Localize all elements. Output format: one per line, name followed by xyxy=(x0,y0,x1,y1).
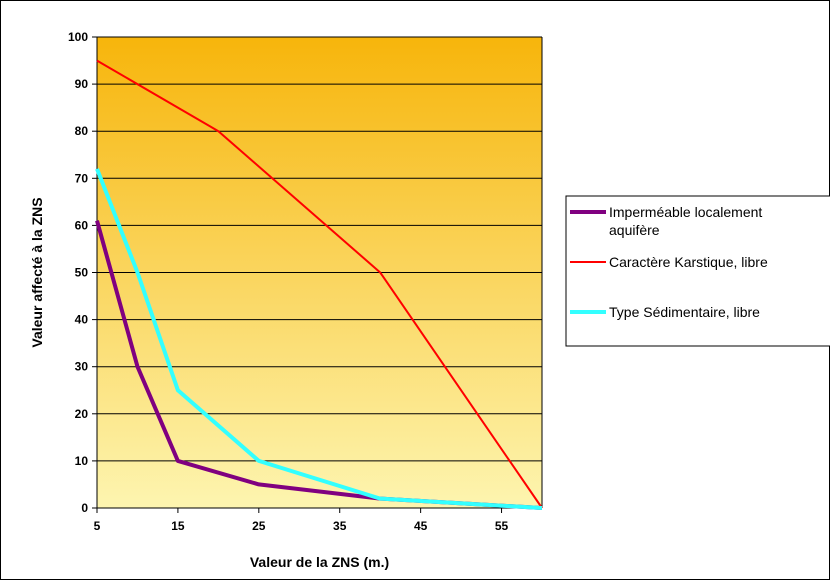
legend-label: aquifère xyxy=(609,222,660,238)
legend-label: Type Sédimentaire, libre xyxy=(609,304,760,320)
legend-label: Caractère Karstique, libre xyxy=(609,254,768,270)
y-tick-label: 60 xyxy=(75,218,89,232)
series-line xyxy=(95,168,543,510)
legend: Imperméable localement aquifère Caractère … xyxy=(565,195,830,347)
y-tick-label: 80 xyxy=(75,124,89,138)
x-tick-label: 45 xyxy=(414,519,428,533)
series-line xyxy=(96,59,543,509)
x-tick-label: 35 xyxy=(333,519,347,533)
y-tick-label: 70 xyxy=(75,171,89,185)
legend-box xyxy=(565,195,830,347)
y-tick-label: 20 xyxy=(75,407,89,421)
y-tick-label: 30 xyxy=(75,360,89,374)
y-tick-label: 0 xyxy=(81,501,88,515)
y-tick-label: 40 xyxy=(75,313,89,327)
y-tick-label: 100 xyxy=(68,30,88,44)
legend-label: Imperméable localement xyxy=(609,204,762,220)
y-tick-label: 10 xyxy=(75,454,89,468)
grid-lines xyxy=(97,36,542,462)
x-axis-title: Valeur de la ZNS (m.) xyxy=(250,554,389,570)
series-layer xyxy=(95,59,543,510)
tick-labels: 0 10 20 30 40 50 60 70 80 90 100 5 15 25 35 45 55 xyxy=(68,30,509,533)
y-tick-label: 90 xyxy=(75,77,89,91)
axes xyxy=(92,36,543,513)
x-tick-label: 25 xyxy=(252,519,266,533)
x-tick-label: 55 xyxy=(495,519,509,533)
y-axis-title: Valeur affecté à la ZNS xyxy=(29,197,45,347)
x-tick-label: 15 xyxy=(171,519,185,533)
x-tick-label: 5 xyxy=(94,519,101,533)
y-tick-label: 50 xyxy=(75,266,89,280)
